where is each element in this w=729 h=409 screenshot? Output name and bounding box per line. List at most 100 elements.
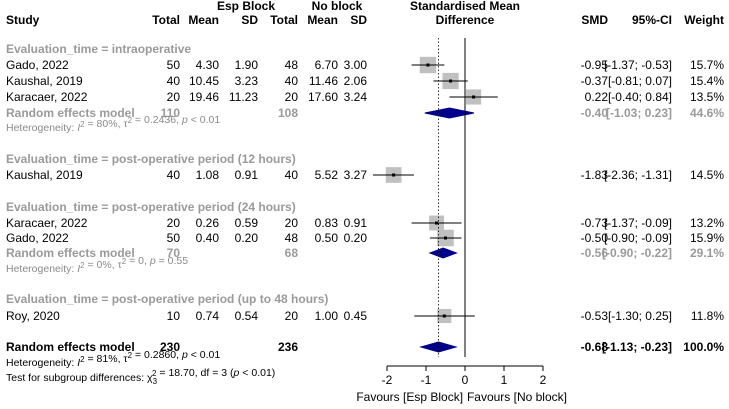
exp-mean-cell: 1.08 [196,168,220,182]
ctl-sd-cell: 0.20 [344,231,368,245]
subgroup-label: Evaluation_time = post-operative period … [6,152,296,166]
study-point [449,79,453,83]
pooled-exp-total: 70 [167,246,181,260]
ctl-total-cell: 40 [285,168,299,182]
ci-cell: [-1.30; 0.25] [608,309,672,323]
smd-cell: -0.95 [581,58,609,72]
pooled-ctl-total: 236 [278,340,298,354]
study-point [444,236,447,240]
ctl-mean-cell: 0.83 [315,216,339,230]
pooled-diamond [424,107,475,119]
exp-total-cell: 20 [167,216,181,230]
study-name: Karacaer, 2022 [6,90,88,104]
heterogeneity-part: = 0.2436, [132,114,182,126]
x-tick-label: -2 [382,373,393,387]
header-exp-total: Total [152,13,180,27]
smd-cell: -1.83 [581,168,609,182]
exp-sd-cell: 3.23 [235,74,259,88]
header-ctl-total: Total [270,13,298,27]
exp-total-cell: 10 [167,309,181,323]
ctl-sd-cell: 2.06 [344,74,368,88]
ctl-mean-cell: 6.70 [315,58,339,72]
pooled-ci: [-0.90; -0.22] [602,246,672,260]
subgroup-test: Test for subgroup differences: χ32 = 18.… [6,367,275,386]
subgroup-heterogeneity: Heterogeneity: I2 = 0%, τ2 = 0, p = 0.55 [6,255,188,275]
pooled-ci: [-1.03; 0.23] [606,106,672,120]
study-name: Roy, 2020 [6,309,60,323]
header-weight: Weight [684,13,724,27]
exp-total-cell: 40 [167,74,181,88]
heterogeneity-part: 2 [80,355,85,364]
study-point [392,173,396,177]
header-smd: SMD [581,13,608,27]
heterogeneity-part: = 0.2860, [132,349,182,361]
ci-cell: [-0.90; -0.09] [604,231,672,245]
study-name: Karacaer, 2022 [6,216,88,230]
pooled-smd: -0.56 [581,246,609,260]
heterogeneity-part: p [149,255,156,267]
heterogeneity-part: Heterogeneity: [6,357,77,369]
study-name: Gado, 2022 [6,58,69,72]
pooled-exp-total: 110 [161,106,181,120]
heterogeneity-part: I [77,122,80,134]
x-tick-label: -1 [421,373,432,387]
heterogeneity-part: Heterogeneity: [6,122,77,134]
ctl-total-cell: 48 [285,231,299,245]
heterogeneity-part: = 0, [126,255,150,267]
weight-cell: 15.4% [690,74,724,88]
ctl-sd-cell: 3.27 [344,168,368,182]
exp-mean-cell: 0.40 [196,231,220,245]
header-ci: 95%-CI [632,13,672,27]
subgroup-test-part: = 18.70, df = 3 ( [156,367,234,379]
header-exp-group: Esp Block [217,0,275,13]
x-tick-label: 2 [540,373,547,387]
pooled-weight: 29.1% [690,246,724,260]
heterogeneity-part: < 0.01 [188,349,221,361]
exp-total-cell: 50 [167,58,181,72]
header-effect-line2: Difference [436,13,495,27]
ci-cell: [-1.37; -0.09] [604,216,672,230]
study-point [472,95,476,99]
heterogeneity-part: 2 [128,351,133,360]
exp-total-cell: 20 [167,90,181,104]
exp-mean-cell: 10.45 [189,74,219,88]
weight-cell: 13.2% [690,216,724,230]
subgroup-test-part: p [233,367,240,379]
header-exp-mean: Mean [188,13,219,27]
smd-cell: -0.73 [581,216,609,230]
exp-mean-cell: 4.30 [196,58,220,72]
smd-cell: -0.50 [581,231,609,245]
heterogeneity-part: 2 [122,257,127,266]
exp-sd-cell: 1.90 [235,58,259,72]
smd-cell: -0.53 [581,309,609,323]
subgroup-test-part: Test for subgroup differences: χ [6,372,153,384]
study-name: Gado, 2022 [6,231,69,245]
weight-cell: 15.9% [690,231,724,245]
weight-cell: 11.8% [691,309,724,323]
pooled-smd: -0.40 [581,106,609,120]
exp-mean-cell: 0.26 [196,216,220,230]
exp-sd-cell: 11.23 [229,90,258,104]
ctl-total-cell: 20 [285,216,299,230]
weight-cell: 13.5% [690,90,724,104]
pooled-label: Random effects model [6,340,135,354]
pooled-weight: 100.0% [683,340,724,354]
study-name: Kaushal, 2019 [6,168,83,182]
heterogeneity-part: < 0.01 [188,114,221,126]
exp-mean-cell: 0.74 [196,309,220,323]
ctl-sd-cell: 0.45 [344,309,368,323]
x-label-left: Favours [Esp Block] [356,390,463,404]
heterogeneity-part: = 0.55 [156,255,189,267]
ctl-total-cell: 20 [285,309,299,323]
heterogeneity-part: 2 [80,120,85,129]
weight-cell: 14.5% [690,168,724,182]
study-name: Kaushal, 2019 [6,74,83,88]
pooled-exp-total: 230 [160,340,180,354]
smd-cell: -0.37 [581,74,609,88]
ci-cell: [-0.81; 0.07] [608,74,672,88]
ctl-sd-cell: 0.91 [344,216,368,230]
ctl-mean-cell: 17.60 [308,90,338,104]
pooled-label: Random effects model [6,106,135,120]
exp-sd-cell: 0.20 [235,231,259,245]
